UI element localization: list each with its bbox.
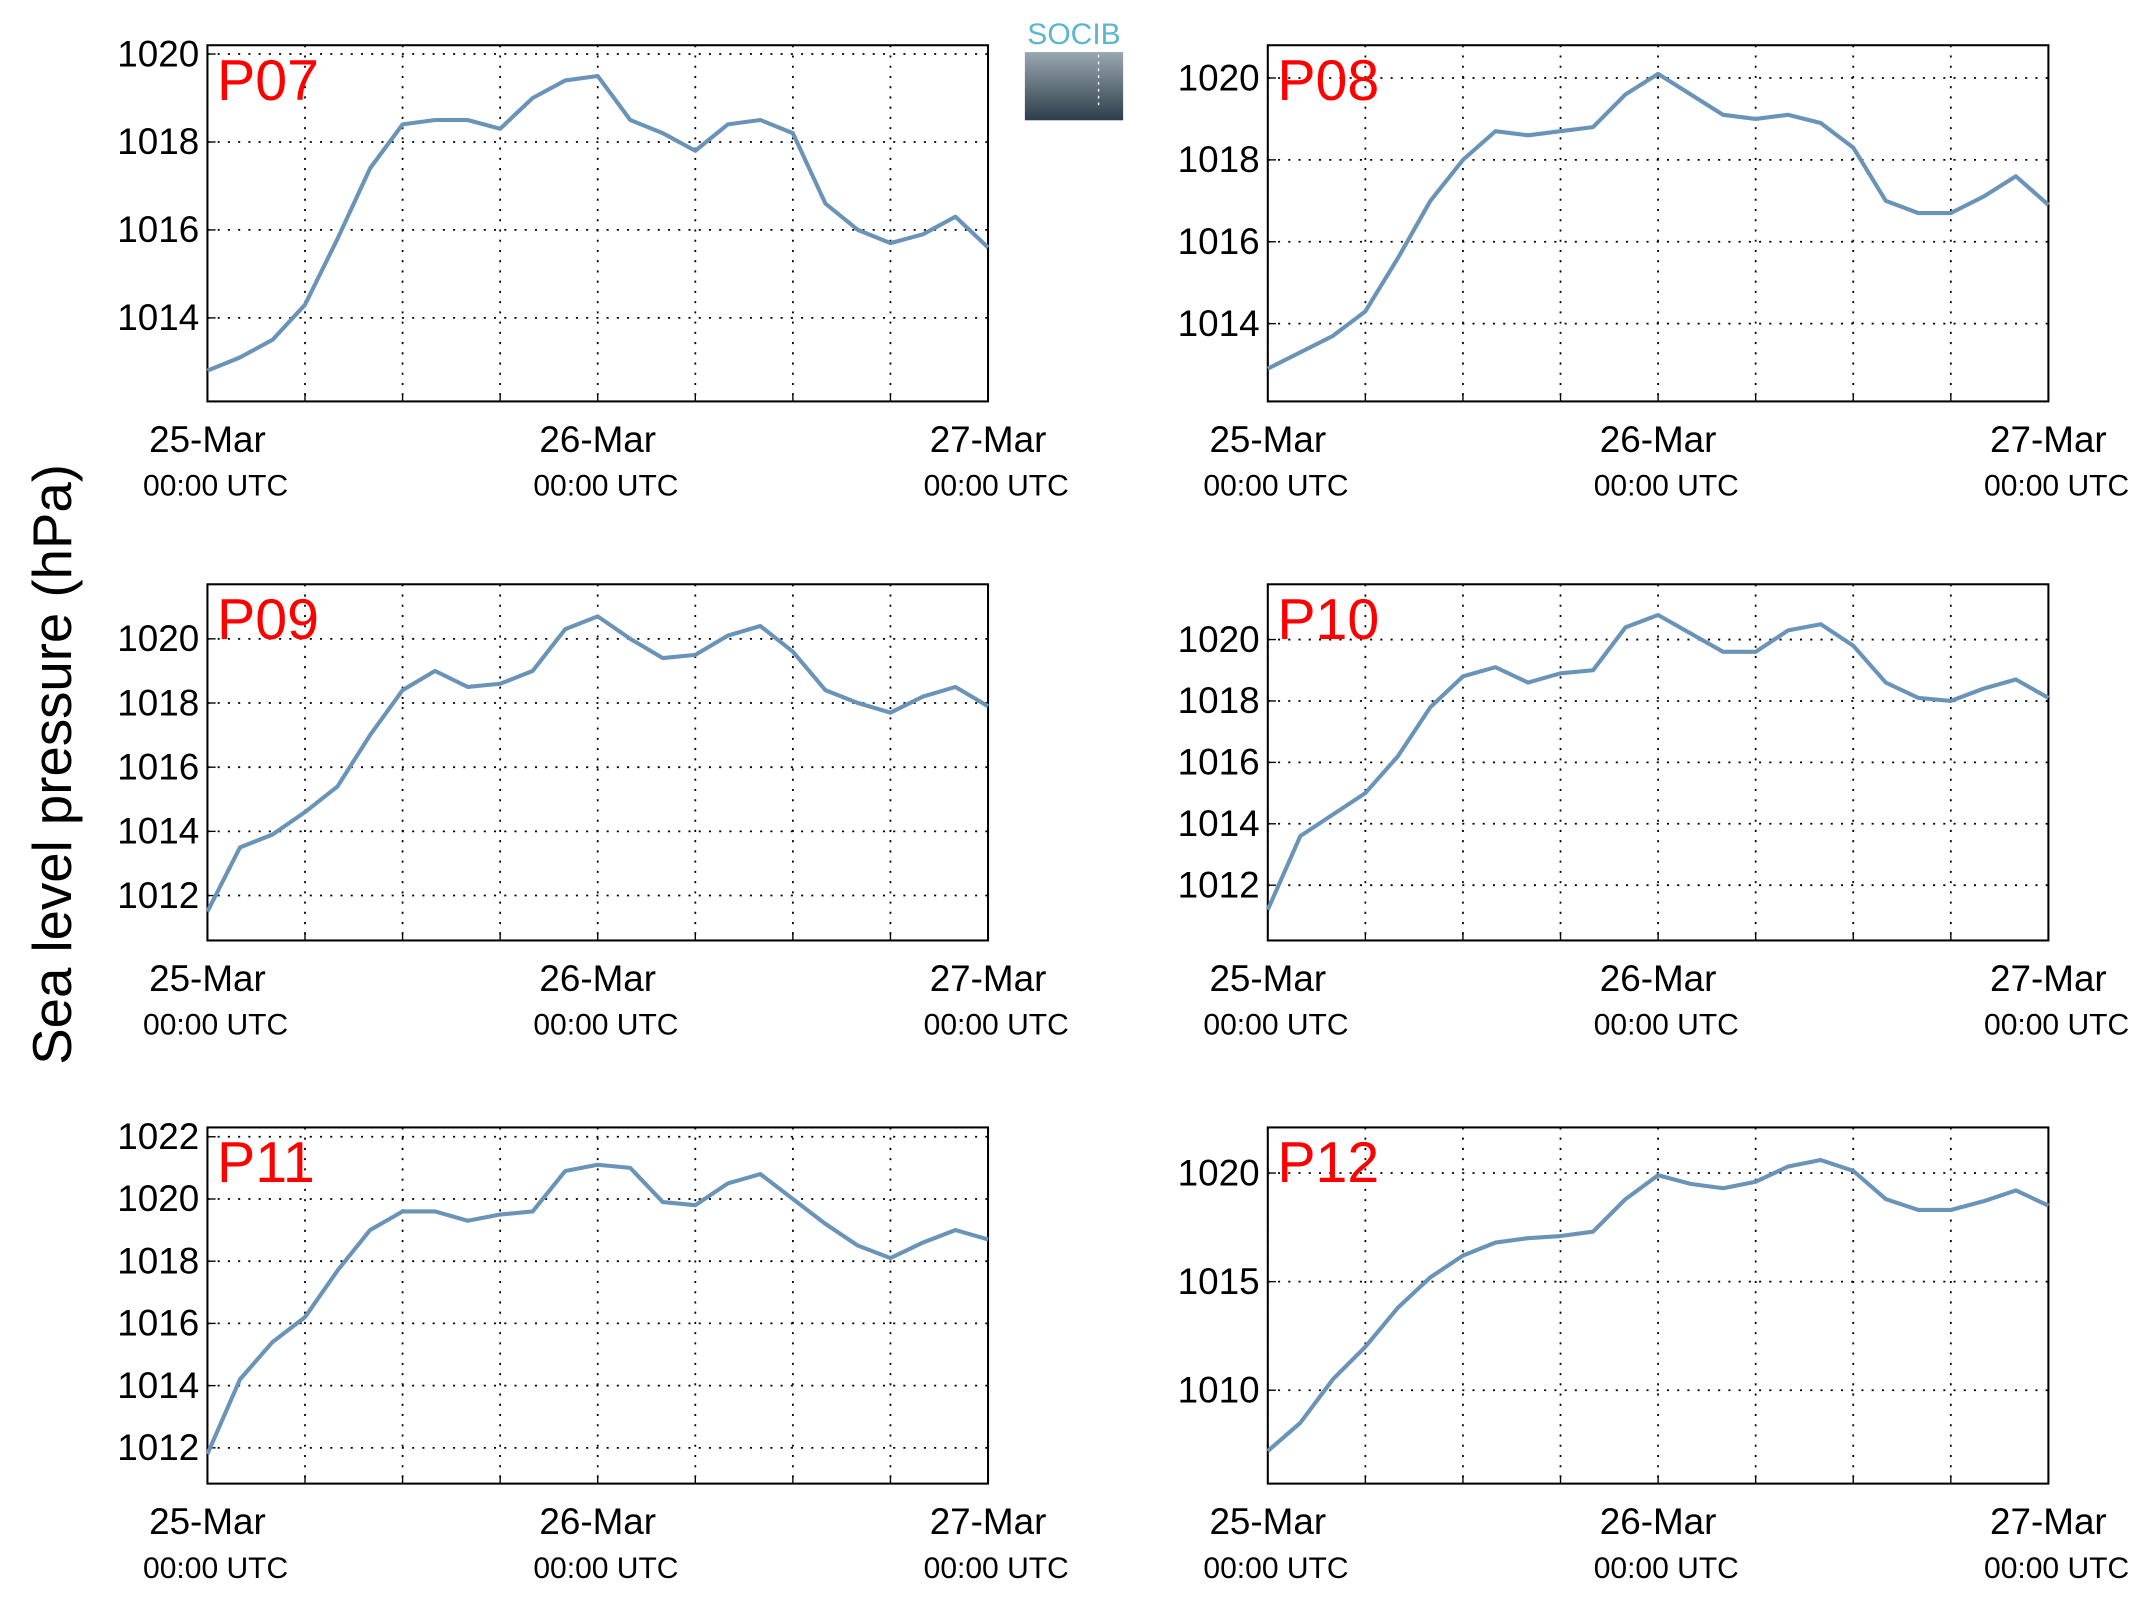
plot-frame	[1266, 583, 2050, 942]
plot-frame	[206, 583, 990, 942]
plot-frame	[1266, 1126, 2050, 1485]
x-tick-sublabel: 00:00 UTC	[1594, 1009, 1739, 1042]
x-tick-label: 27-Mar	[1990, 958, 2107, 999]
panel-title: P12	[1277, 1131, 1379, 1195]
x-tick-label: 26-Mar	[1600, 958, 1717, 999]
data-line	[1266, 71, 2050, 371]
x-tick-sublabel: 00:00 UTC	[924, 1552, 1069, 1585]
x-tick-label: 27-Mar	[1990, 1501, 2107, 1542]
logo: SOCIB	[1024, 18, 1124, 121]
x-tick-label: 26-Mar	[1600, 1501, 1717, 1542]
y-axis-label: Sea level pressure (hPa)	[22, 464, 83, 1065]
x-tick-label: 26-Mar	[539, 958, 656, 999]
y-tick-label: 1014	[117, 1365, 199, 1406]
y-tick-label: 1016	[117, 1303, 199, 1344]
x-tick-sublabel: 00:00 UTC	[924, 470, 1069, 503]
y-tick-label: 1018	[117, 1240, 199, 1281]
x-tick-label: 26-Mar	[1600, 419, 1717, 460]
y-tick-label: 1020	[1178, 619, 1260, 660]
x-tick-sublabel: 00:00 UTC	[533, 1009, 678, 1042]
x-tick-sublabel: 00:00 UTC	[1984, 1552, 2129, 1585]
data-line	[1266, 1157, 2050, 1453]
panel: 1012 1014 1016 1018 1020 25-Mar 00:00 UTC 26-Ma…	[117, 583, 1069, 1042]
y-tick-label: 1018	[1178, 680, 1260, 721]
x-tick-sublabel: 00:00 UTC	[1594, 1552, 1739, 1585]
x-tick-sublabel: 00:00 UTC	[924, 1009, 1069, 1042]
x-tick-sublabel: 00:00 UTC	[533, 1552, 678, 1585]
y-tick-label: 1016	[117, 209, 199, 250]
y-tick-label: 1014	[1178, 803, 1260, 844]
panel: 1010 1015 1020 25-Mar 00:00 UTC 26-Mar 00:00 U…	[1178, 1126, 2129, 1585]
y-tick-label: 1022	[117, 1116, 199, 1157]
y-tick-label: 1020	[117, 1178, 199, 1219]
data-line	[1265, 612, 2050, 911]
panel-title: P07	[217, 49, 319, 113]
panel-title: P08	[1277, 49, 1379, 113]
y-tick-label: 1012	[1178, 864, 1260, 905]
y-tick-label: 1020	[117, 618, 199, 659]
x-tick-label: 25-Mar	[1209, 419, 1326, 460]
y-tick-label: 1014	[1178, 303, 1260, 344]
x-tick-label: 27-Mar	[930, 958, 1047, 999]
y-tick-label: 1020	[1178, 57, 1260, 98]
x-tick-label: 25-Mar	[1209, 1501, 1326, 1542]
x-tick-sublabel: 00:00 UTC	[1203, 1009, 1348, 1042]
data-line	[205, 614, 990, 913]
data-line	[206, 73, 990, 373]
x-tick-sublabel: 00:00 UTC	[143, 1552, 288, 1585]
x-tick-sublabel: 00:00 UTC	[143, 1009, 288, 1042]
y-tick-label: 1018	[117, 682, 199, 723]
x-tick-label: 25-Mar	[149, 958, 266, 999]
y-tick-label: 1018	[1178, 139, 1260, 180]
panel-title: P09	[217, 588, 319, 652]
logo-box	[1024, 52, 1124, 121]
x-tick-label: 26-Mar	[539, 419, 656, 460]
x-tick-sublabel: 00:00 UTC	[1203, 1552, 1348, 1585]
panel: 1014 1016 1018 1020 25-Mar 00:00 UTC 26-Mar 00:…	[117, 33, 1068, 502]
plot-frame	[206, 44, 990, 403]
x-tick-sublabel: 00:00 UTC	[1203, 470, 1348, 503]
y-tick-label: 1012	[117, 1427, 199, 1468]
x-tick-sublabel: 00:00 UTC	[1594, 470, 1739, 503]
x-tick-label: 27-Mar	[1990, 419, 2107, 460]
y-tick-label: 1016	[117, 746, 199, 787]
data-line	[205, 1162, 989, 1455]
y-tick-label: 1016	[1178, 221, 1260, 262]
panel: 1014 1016 1018 1020 25-Mar 00:00 UTC 26-Mar 00:…	[1178, 44, 2129, 503]
plot-frame	[1266, 44, 2050, 403]
logo-text: SOCIB	[1027, 18, 1120, 51]
x-tick-label: 26-Mar	[539, 1501, 656, 1542]
plot-frame	[206, 1126, 990, 1485]
x-tick-sublabel: 00:00 UTC	[143, 470, 288, 503]
y-tick-label: 1018	[117, 121, 199, 162]
x-tick-label: 27-Mar	[930, 419, 1047, 460]
y-tick-label: 1014	[117, 297, 199, 338]
y-tick-label: 1020	[117, 33, 199, 74]
x-tick-sublabel: 00:00 UTC	[1984, 1009, 2129, 1042]
y-tick-label: 1020	[1178, 1152, 1260, 1193]
y-tick-label: 1010	[1178, 1370, 1260, 1411]
x-tick-sublabel: 00:00 UTC	[1984, 470, 2129, 503]
panel-title: P11	[217, 1131, 315, 1195]
panel: 1012 1014 1016 1018 1020 1022 25-Mar 00:00 UTC 2…	[117, 1116, 1068, 1585]
x-tick-label: 25-Mar	[1209, 958, 1326, 999]
x-tick-label: 25-Mar	[149, 419, 266, 460]
y-tick-label: 1012	[117, 875, 199, 916]
y-tick-label: 1014	[117, 811, 199, 852]
panel: 1012 1014 1016 1018 1020 25-Mar 00:00 UTC 26-Ma…	[1178, 583, 2129, 1042]
x-tick-label: 25-Mar	[149, 1501, 266, 1542]
y-tick-label: 1016	[1178, 742, 1260, 783]
panel-title: P10	[1277, 588, 1379, 652]
y-tick-label: 1015	[1178, 1261, 1260, 1302]
x-tick-sublabel: 00:00 UTC	[533, 470, 678, 503]
x-tick-label: 27-Mar	[930, 1501, 1047, 1542]
